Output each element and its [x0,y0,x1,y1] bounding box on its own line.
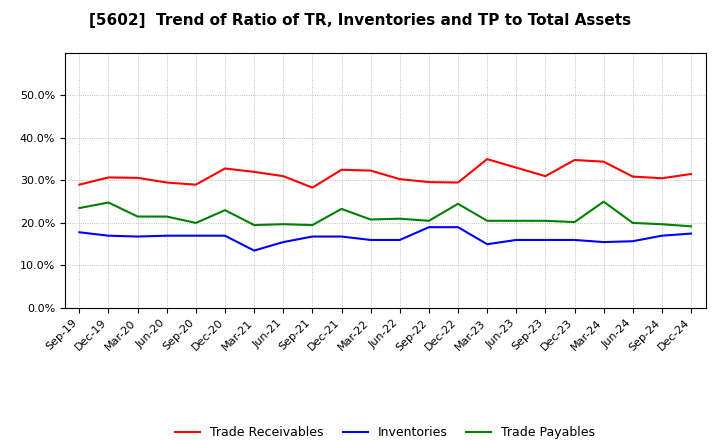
Trade Receivables [75,182,84,187]
Trade Receivables [163,180,171,185]
Line: Trade Receivables: Trade Receivables [79,159,691,187]
Trade Payables [192,220,200,226]
Inventories [599,239,608,245]
Trade Payables [541,218,550,224]
Legend: Trade Receivables, Inventories, Trade Payables: Trade Receivables, Inventories, Trade Pa… [170,422,600,440]
Trade Receivables [629,174,637,179]
Inventories [308,234,317,239]
Trade Payables [337,206,346,212]
Inventories [570,237,579,242]
Trade Payables [133,214,142,219]
Inventories [629,238,637,244]
Inventories [192,233,200,238]
Trade Payables [599,199,608,204]
Trade Payables [454,201,462,206]
Trade Payables [395,216,404,221]
Trade Payables [250,222,258,228]
Trade Receivables [454,180,462,185]
Text: [5602]  Trend of Ratio of TR, Inventories and TP to Total Assets: [5602] Trend of Ratio of TR, Inventories… [89,13,631,28]
Inventories [220,233,229,238]
Inventories [163,233,171,238]
Trade Receivables [220,166,229,171]
Inventories [279,239,287,245]
Trade Payables [308,222,317,228]
Trade Receivables [570,158,579,163]
Trade Receivables [425,180,433,185]
Trade Receivables [657,176,666,181]
Inventories [75,230,84,235]
Inventories [657,233,666,238]
Inventories [337,234,346,239]
Trade Payables [629,220,637,226]
Inventories [687,231,696,236]
Inventories [133,234,142,239]
Trade Receivables [483,157,492,162]
Inventories [454,224,462,230]
Trade Payables [483,218,492,224]
Trade Receivables [687,171,696,176]
Inventories [366,237,375,242]
Line: Trade Payables: Trade Payables [79,202,691,226]
Trade Receivables [337,167,346,172]
Inventories [395,237,404,242]
Trade Payables [687,224,696,229]
Trade Receivables [308,185,317,190]
Trade Receivables [133,175,142,180]
Inventories [250,248,258,253]
Trade Payables [425,218,433,224]
Inventories [512,237,521,242]
Trade Payables [220,208,229,213]
Trade Payables [75,205,84,211]
Inventories [425,224,433,230]
Trade Receivables [366,168,375,173]
Line: Inventories: Inventories [79,227,691,251]
Trade Receivables [104,175,113,180]
Trade Receivables [250,169,258,175]
Inventories [104,233,113,238]
Trade Payables [163,214,171,219]
Trade Receivables [512,165,521,170]
Trade Payables [104,200,113,205]
Inventories [541,237,550,242]
Trade Payables [570,220,579,225]
Trade Payables [366,217,375,222]
Trade Receivables [279,173,287,179]
Trade Receivables [395,176,404,182]
Trade Receivables [192,182,200,187]
Trade Receivables [541,173,550,179]
Trade Payables [279,222,287,227]
Trade Payables [512,218,521,224]
Inventories [483,242,492,247]
Trade Payables [657,222,666,227]
Trade Receivables [599,159,608,164]
